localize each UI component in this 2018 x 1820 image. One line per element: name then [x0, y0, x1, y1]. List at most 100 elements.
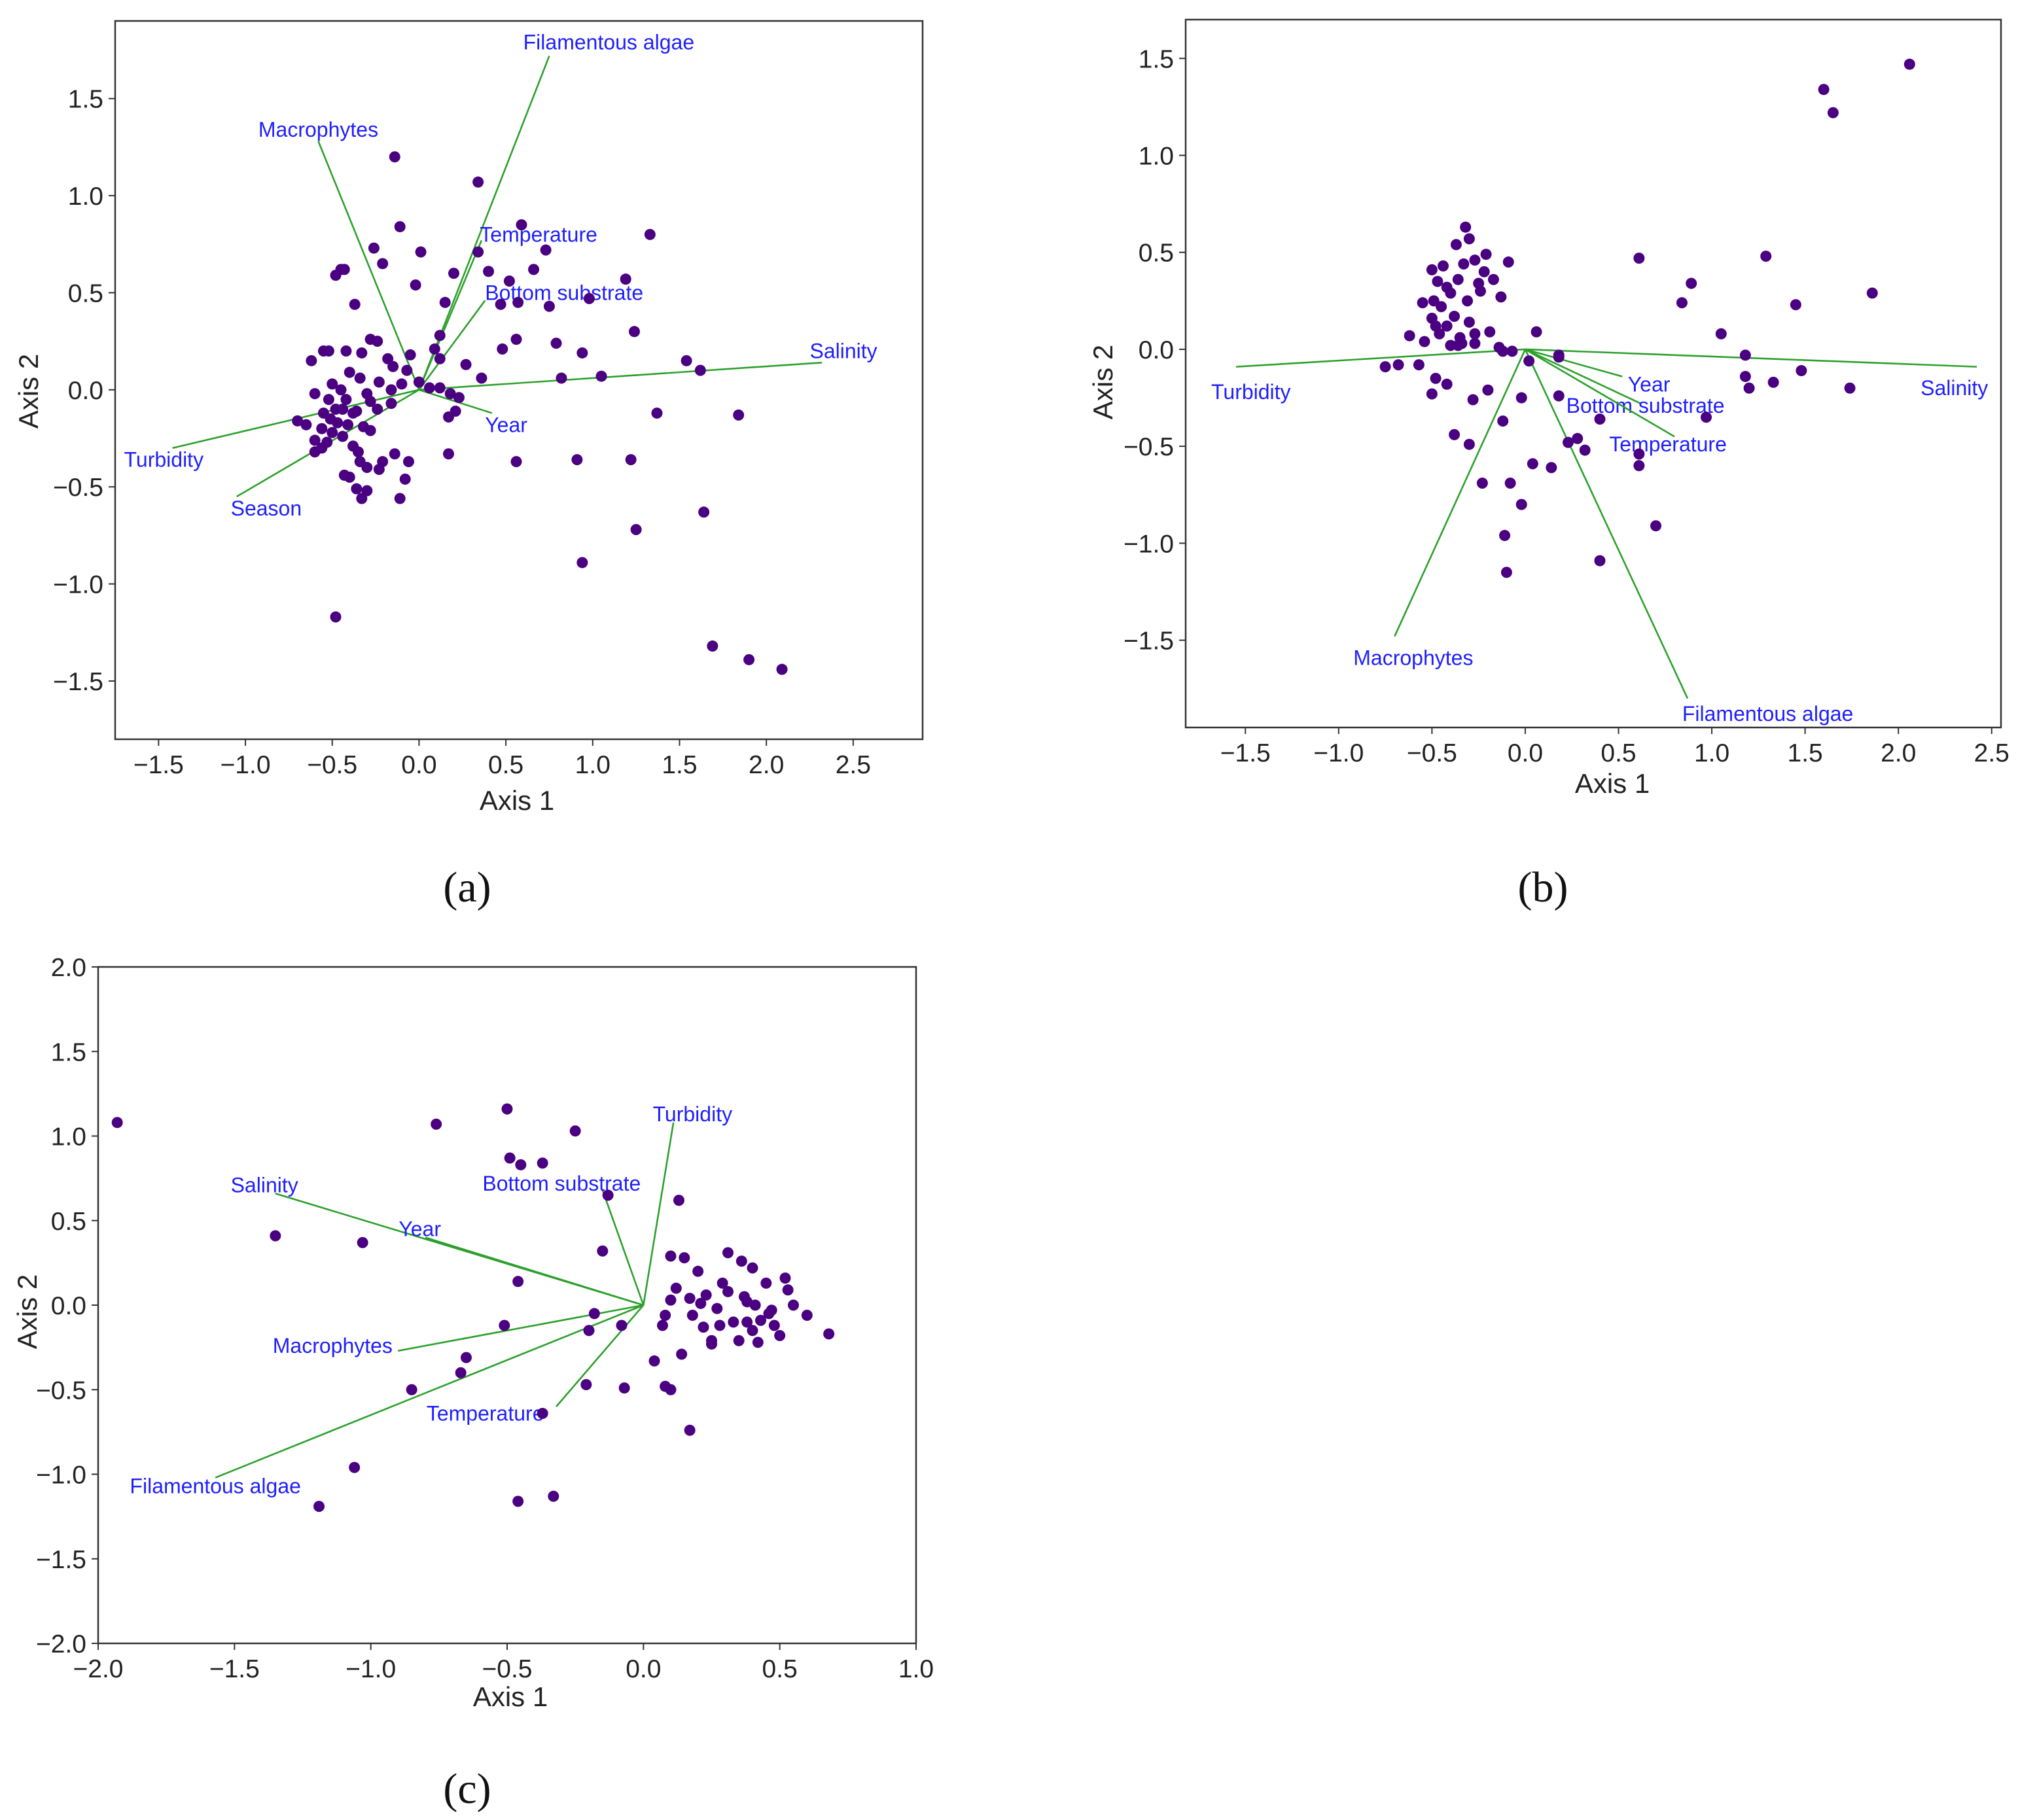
panel-a-point [472, 246, 484, 258]
panel-a-point [402, 456, 414, 468]
panel-b-point [1495, 291, 1507, 303]
panel-b-point [1469, 338, 1481, 349]
panel-c-point [349, 1461, 361, 1473]
panel-a-point [595, 370, 607, 382]
panel-a-point [337, 430, 349, 442]
panel-a-point [620, 273, 631, 285]
panel-c-point [722, 1286, 734, 1297]
panel-a-point [423, 382, 435, 394]
panel-b-point [1417, 297, 1428, 309]
panel-b-point [1572, 432, 1584, 444]
panel-a-point [443, 448, 455, 460]
panel-b-point [1546, 462, 1557, 474]
panel-a-point [733, 409, 745, 421]
panel-c-point [760, 1277, 772, 1289]
panel-c-point [788, 1299, 799, 1311]
panel-a-x-tick-label: −1.0 [221, 751, 271, 779]
panel-b-point [1430, 372, 1442, 384]
panel-a-point [528, 264, 540, 275]
panel-a-point [373, 376, 385, 388]
panel-b-vector-line [1235, 348, 1526, 368]
panel-b-x-tick-label: 0.0 [1508, 739, 1543, 767]
panel-a-y-tick-label: −1.0 [53, 571, 103, 599]
panel-b-y-axis-title: Axis 2 [1088, 345, 1118, 419]
panel-b-point [1502, 256, 1514, 268]
panel-c-vector-label: Year [398, 1217, 441, 1241]
panel-c-point [665, 1384, 677, 1395]
panel-a-point [292, 415, 304, 427]
panel-a-x-tick-label: 0.5 [488, 751, 523, 779]
panel-c-vector-label: Salinity [231, 1173, 298, 1197]
panel-b-x-tick-label: 2.0 [1881, 739, 1916, 767]
panel-a-point [540, 244, 552, 256]
panel-b-point [1506, 345, 1518, 357]
panel-c-vector-line [643, 1122, 675, 1306]
panel-a-point [394, 221, 406, 233]
panel-b-point [1497, 345, 1509, 357]
panel-b-vector-label: Salinity [1921, 376, 1988, 400]
panel-a-point [364, 425, 376, 436]
panel-b-point [1436, 301, 1447, 313]
panel-c-point [735, 1255, 747, 1267]
panel-b-point [1463, 233, 1475, 245]
panel-b-x-axis-title: Axis 1 [1575, 768, 1650, 799]
panel-c-point [823, 1328, 835, 1340]
panel-a-point [306, 355, 317, 366]
panel-a-point [327, 427, 338, 438]
panel-c-point [774, 1330, 786, 1342]
panel-a-point [337, 404, 349, 415]
panel-b-vector-line [1525, 348, 1977, 368]
panel-a-point [338, 469, 350, 481]
panel-b-caption: (b) [1518, 864, 1568, 911]
panel-a-point [330, 611, 342, 623]
panel-b-point [1739, 349, 1751, 361]
panel-c-y-tick-label: −2.0 [36, 1630, 86, 1658]
panel-a-point [413, 376, 425, 388]
panel-b-point [1715, 328, 1727, 340]
panel-b-point [1903, 58, 1915, 70]
panel-a-point [415, 246, 427, 258]
panel-b-point [1445, 287, 1457, 299]
panel-a-point [394, 493, 406, 504]
panel-a-point [483, 266, 495, 277]
panel-c-point [504, 1152, 516, 1164]
panel-b-point [1527, 458, 1538, 470]
panel-a-point [453, 392, 465, 404]
panel-b-vector-line [1394, 349, 1527, 637]
panel-b-point [1392, 359, 1404, 371]
panel-a-point [439, 296, 451, 308]
panel-b-point [1462, 295, 1474, 307]
panel-b-point [1463, 316, 1475, 328]
panel-b-point [1844, 382, 1856, 394]
panel-c-point [583, 1325, 595, 1337]
panel-a-x-tick-label: −0.5 [307, 751, 357, 779]
panel-c-x-tick-label: 0.0 [626, 1655, 661, 1683]
panel-c-y-tick-label: 0.0 [51, 1292, 86, 1320]
panel-b-point [1594, 555, 1606, 567]
panel-c-point [313, 1501, 325, 1513]
panel-c-point [755, 1314, 766, 1326]
panel-c-point [111, 1117, 123, 1129]
panel-c-vector-label: Filamentous algae [130, 1475, 300, 1498]
panel-b-x-tick-label: 1.0 [1694, 739, 1729, 767]
panel-c-point [512, 1496, 524, 1507]
panel-c-point [711, 1303, 723, 1314]
panel-b-point [1701, 411, 1712, 423]
panel-a-point [694, 364, 706, 376]
panel-c-x-tick-label: −2.0 [73, 1655, 124, 1683]
panel-b-y-tick-label: 0.0 [1139, 336, 1174, 364]
panel-c-point [686, 1310, 698, 1321]
panel-a-vector-label: Season [231, 497, 302, 520]
panel-c-vector-line [601, 1189, 645, 1306]
panel-c-point [766, 1304, 777, 1316]
panel-a-y-axis-title: Axis 2 [13, 354, 44, 429]
panel-b-point [1553, 390, 1565, 402]
panel-b-point [1553, 351, 1565, 363]
panel-c-point [722, 1247, 734, 1259]
panel-b-point [1428, 295, 1440, 307]
panel-a-point [495, 298, 506, 310]
panel-c-point [657, 1320, 668, 1331]
panel-a-y-tick-label: 1.0 [68, 183, 103, 211]
panel-c-point [676, 1348, 688, 1360]
panel-b-point [1467, 394, 1479, 406]
